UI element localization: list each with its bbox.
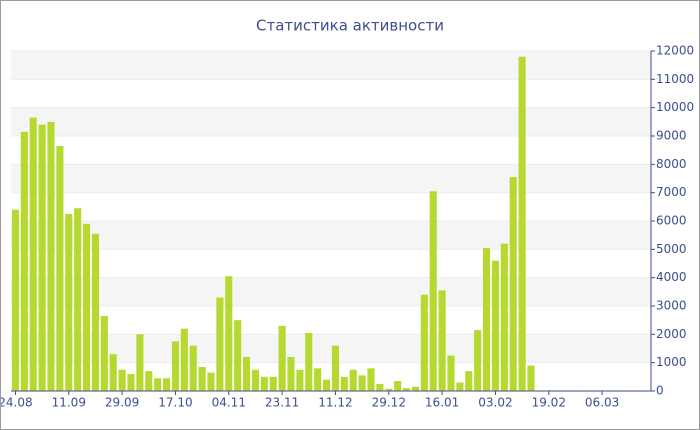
bar	[29, 117, 37, 391]
bar	[323, 379, 331, 391]
grid-band	[11, 277, 651, 306]
x-tick-label: 11.12	[318, 396, 352, 410]
bar	[527, 365, 535, 391]
chart-title: Статистика активности	[256, 17, 444, 35]
y-tick-label: 2000	[656, 327, 687, 341]
bar	[438, 290, 446, 391]
bar	[376, 383, 384, 391]
bar	[251, 369, 259, 391]
bar	[394, 381, 402, 391]
y-tick-label: 12000	[656, 44, 694, 58]
bar	[385, 388, 393, 391]
bar	[234, 320, 242, 391]
y-tick-label: 5000	[656, 242, 687, 256]
grid-band	[11, 164, 651, 193]
y-tick-label: 3000	[656, 299, 687, 313]
bar	[474, 330, 482, 391]
bar	[109, 354, 117, 391]
bar	[225, 276, 233, 391]
bar	[518, 56, 526, 392]
bar	[171, 341, 179, 391]
x-tick-label: 06.03	[585, 396, 619, 410]
y-tick-label: 8000	[656, 157, 687, 171]
bar	[483, 247, 491, 391]
grid-band	[11, 221, 651, 250]
bar	[260, 376, 268, 391]
bar	[491, 260, 499, 391]
bar	[403, 388, 411, 391]
grid-band	[11, 51, 651, 80]
y-tick-label: 1000	[656, 355, 687, 369]
bar	[207, 372, 215, 391]
bar	[269, 376, 277, 391]
x-tick-label: 04.11	[212, 396, 246, 410]
x-tick-label: 29.12	[372, 396, 406, 410]
y-tick-label: 6000	[656, 214, 687, 228]
x-tick-label: 11.09	[52, 396, 86, 410]
bar	[47, 121, 55, 391]
bar	[91, 233, 99, 391]
bar	[20, 131, 28, 391]
bar	[243, 357, 251, 391]
x-tick-label: 16.01	[425, 396, 459, 410]
y-tick-label: 7000	[656, 185, 687, 199]
bar	[411, 386, 419, 391]
bar	[278, 325, 286, 391]
bar	[305, 332, 313, 391]
bar	[358, 375, 366, 391]
bar	[429, 191, 437, 391]
bar	[56, 145, 64, 391]
bar	[509, 177, 517, 391]
x-tick-label: 17.10	[158, 396, 192, 410]
bar	[11, 209, 19, 391]
bar	[163, 378, 171, 391]
bar	[100, 315, 108, 391]
bar	[314, 368, 322, 391]
x-tick-label: 24.08	[1, 396, 33, 410]
y-tick-label: 0	[656, 384, 664, 398]
bar	[65, 213, 73, 391]
x-tick-label: 19.02	[532, 396, 566, 410]
bar	[367, 368, 375, 391]
bar	[180, 328, 188, 391]
bar	[287, 357, 295, 391]
bar	[198, 366, 206, 391]
x-tick-label: 29.09	[105, 396, 139, 410]
bar	[127, 374, 135, 391]
grid-band	[11, 107, 651, 136]
bar	[74, 208, 82, 391]
bar	[420, 294, 428, 391]
y-tick-label: 9000	[656, 129, 687, 143]
bar	[349, 369, 357, 391]
bar	[447, 355, 455, 391]
x-tick-label: 23.11	[265, 396, 299, 410]
bar	[118, 369, 126, 391]
y-tick-label: 11000	[656, 72, 694, 86]
y-tick-label: 10000	[656, 100, 694, 114]
bar	[465, 371, 473, 391]
bar	[216, 297, 224, 391]
bar	[340, 376, 348, 391]
bar	[331, 345, 339, 391]
bar	[145, 371, 153, 391]
bar	[189, 345, 197, 391]
bar	[136, 334, 144, 391]
grid-band	[11, 334, 651, 363]
y-tick-label: 4000	[656, 270, 687, 284]
bar	[296, 369, 304, 391]
x-tick-label: 03.02	[478, 396, 512, 410]
bar	[38, 124, 46, 392]
bar	[83, 223, 91, 391]
bar	[456, 382, 464, 391]
bar	[500, 243, 508, 391]
bar	[154, 378, 162, 391]
